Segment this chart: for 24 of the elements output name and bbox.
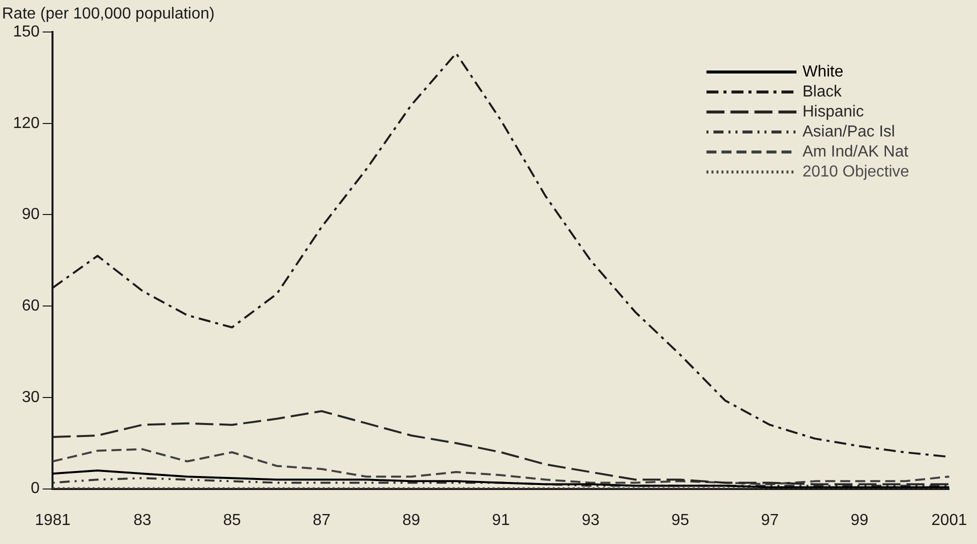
y-tick-label: 30 [22,388,40,406]
y-tick-label: 0 [30,480,40,498]
text: Am Ind/AK Nat [802,143,909,160]
x-tick-label: 97 [761,512,779,529]
y-tick-label: 90 [22,206,40,224]
y-tick-label: 150 [12,23,40,40]
x-tick-label: 93 [582,512,600,529]
x-tick-label: 83 [133,512,152,529]
text: White [802,63,844,80]
x-tick-label: 91 [492,512,510,529]
text: Asian/Pac Isl [802,123,895,140]
x-tick-label: 95 [671,512,690,529]
x-tick-label: 87 [312,512,331,529]
y-axis-title: Rate (per 100,000 population) [2,5,215,22]
y-tick-label: 120 [12,114,40,132]
x-tick-label: 99 [850,512,869,529]
x-tick-label: 85 [223,512,241,529]
x-tick-label: 2001 [931,512,968,529]
x-tick-label: 89 [402,512,420,529]
y-tick-label: 60 [22,297,40,314]
text: 2010 Objective [802,163,910,180]
text: Black [802,83,843,100]
text: Hispanic [802,103,864,120]
x-tick-label: 1981 [34,512,71,529]
